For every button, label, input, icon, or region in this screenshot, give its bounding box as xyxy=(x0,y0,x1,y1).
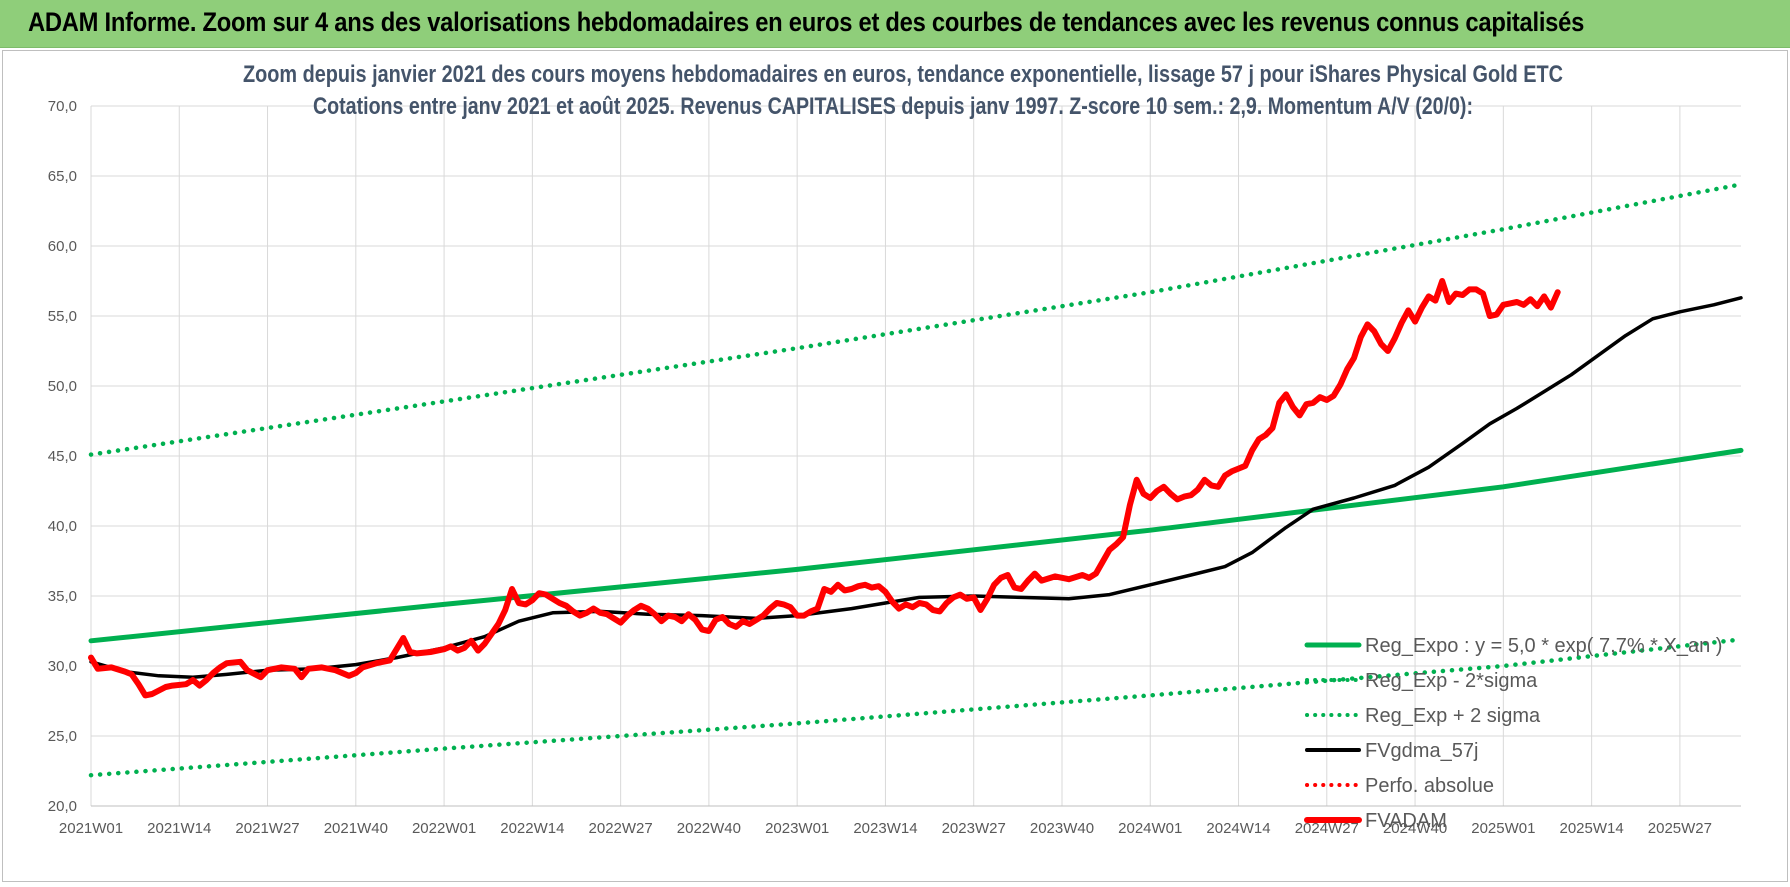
x-tick-label: 2022W01 xyxy=(412,820,476,837)
x-tick-label: 2024W40 xyxy=(1383,820,1447,837)
x-tick-label: 2022W14 xyxy=(500,820,564,837)
x-tick-label: 2024W27 xyxy=(1295,820,1359,837)
series-line-reg-exp-2-sigma xyxy=(88,637,1744,778)
chart-axes: 70,0 65,0 60,0 55,0 50,0 45,0 40,0 35,0 30,0 25,0… xyxy=(48,98,1741,837)
x-tick-label: 2021W27 xyxy=(235,820,299,837)
series-line-fvadam xyxy=(88,278,1561,699)
x-tick-label: 2025W14 xyxy=(1560,820,1624,837)
chart-subtitle: Cotations entre janv 2021 et août 2025. … xyxy=(313,93,1473,120)
legend-label: Reg_Exp + 2 sigma xyxy=(1365,705,1541,727)
legend-label: FVgdma_57j xyxy=(1365,740,1478,762)
y-tick-label: 70,0 xyxy=(48,98,77,115)
legend-label: FVADAM xyxy=(1365,810,1447,832)
y-tick-label: 55,0 xyxy=(48,308,77,325)
y-tick-label: 50,0 xyxy=(48,378,77,395)
y-tick-label: 25,0 xyxy=(48,728,77,745)
legend-label: Reg_Exp - 2*sigma xyxy=(1365,670,1538,692)
x-tick-label: 2024W14 xyxy=(1206,820,1270,837)
y-tick-label: 20,0 xyxy=(48,798,77,815)
legend-label: Reg_Expo : y = 5,0 * exp( 7,7% * X_an ) xyxy=(1365,635,1722,657)
report-banner: ADAM Informe. Zoom sur 4 ans des valoris… xyxy=(0,0,1790,48)
x-tick-label: 2022W27 xyxy=(589,820,653,837)
chart-series xyxy=(88,182,1744,778)
y-tick-label: 40,0 xyxy=(48,518,77,535)
y-tick-label: 30,0 xyxy=(48,658,77,675)
series-line-reg-exp-2-sigma xyxy=(88,182,1744,457)
x-tick-label: 2021W01 xyxy=(59,820,123,837)
x-tick-label: 2025W01 xyxy=(1471,820,1535,837)
chart-svg: Zoom depuis janvier 2021 des cours moyen… xyxy=(48,61,1744,837)
series-line-reg-expo-y-5-0-exp-7-7-x-an xyxy=(88,447,1744,644)
x-tick-label: 2023W14 xyxy=(853,820,917,837)
chart-title-block: Zoom depuis janvier 2021 des cours moyen… xyxy=(243,61,1563,120)
y-tick-label: 65,0 xyxy=(48,168,77,185)
chart-grid xyxy=(90,105,1741,807)
report-banner-title: ADAM Informe. Zoom sur 4 ans des valoris… xyxy=(28,7,1585,37)
y-tick-label: 60,0 xyxy=(48,238,77,255)
x-tick-label: 2025W27 xyxy=(1648,820,1712,837)
x-tick-label: 2024W01 xyxy=(1118,820,1182,837)
x-tick-label: 2022W40 xyxy=(677,820,741,837)
chart-title: Zoom depuis janvier 2021 des cours moyen… xyxy=(243,61,1563,88)
x-tick-label: 2023W27 xyxy=(942,820,1006,837)
x-tick-label: 2021W40 xyxy=(324,820,388,837)
y-tick-label: 45,0 xyxy=(48,448,77,465)
x-tick-label: 2023W01 xyxy=(765,820,829,837)
legend-label: Perfo. absolue xyxy=(1365,775,1494,797)
y-tick-label: 35,0 xyxy=(48,588,77,605)
chart-legend: Reg_Expo : y = 5,0 * exp( 7,7% * X_an ) R… xyxy=(1304,635,1722,832)
chart-area: Zoom depuis janvier 2021 des cours moyen… xyxy=(2,50,1788,882)
x-tick-label: 2021W14 xyxy=(147,820,211,837)
x-tick-label: 2023W40 xyxy=(1030,820,1094,837)
